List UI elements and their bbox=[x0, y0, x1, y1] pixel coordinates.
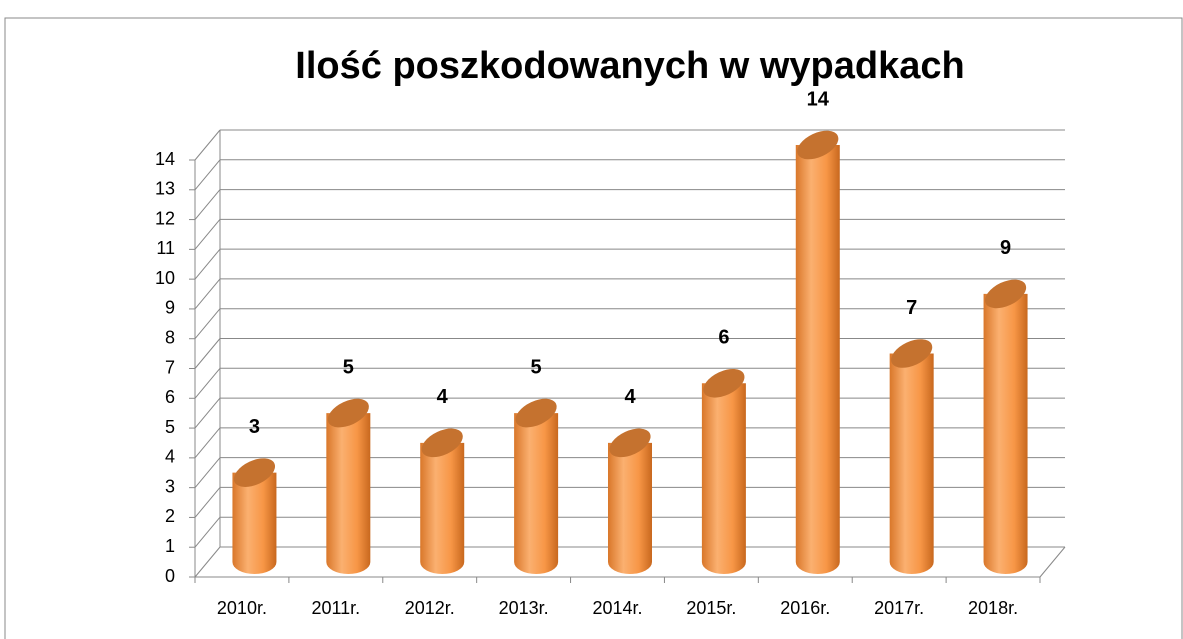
bar bbox=[795, 130, 840, 574]
value-label: 3 bbox=[249, 416, 260, 438]
y-tick-label: 7 bbox=[165, 357, 175, 377]
cylinder-body bbox=[514, 413, 559, 574]
cylinder-top bbox=[797, 130, 839, 160]
x-tick-label: 2012r. bbox=[405, 598, 455, 618]
bar bbox=[608, 428, 652, 574]
value-label: 9 bbox=[1000, 237, 1011, 259]
cylinder-top bbox=[233, 458, 276, 487]
cylinder-top bbox=[421, 428, 463, 458]
grid-line bbox=[194, 248, 221, 280]
y-tick-label: 5 bbox=[165, 417, 175, 437]
bar bbox=[983, 279, 1028, 574]
value-label: 6 bbox=[718, 327, 729, 349]
y-tick-label: 4 bbox=[165, 447, 175, 467]
cylinder-body bbox=[420, 442, 465, 574]
cylinder-top bbox=[609, 428, 651, 458]
grid-line bbox=[194, 397, 221, 429]
bar bbox=[889, 339, 934, 574]
cylinder-body bbox=[232, 472, 277, 574]
grid-line bbox=[194, 278, 221, 310]
grid-line bbox=[194, 487, 221, 518]
x-tick-label: 2015r. bbox=[686, 598, 736, 618]
chart-title: Ilość poszkodowanych w wypadkach bbox=[295, 45, 964, 87]
y-tick-label: 11 bbox=[156, 238, 175, 258]
grid-line bbox=[194, 338, 221, 369]
y-tick-label: 10 bbox=[155, 268, 175, 288]
grid-line bbox=[194, 159, 221, 191]
cylinder-body bbox=[326, 413, 371, 574]
grid-line bbox=[194, 457, 221, 488]
y-tick-label: 9 bbox=[165, 298, 175, 318]
value-label: 4 bbox=[437, 386, 449, 408]
x-tick-label: 2013r. bbox=[499, 598, 549, 618]
grid-line bbox=[194, 129, 221, 161]
grid-line bbox=[194, 219, 221, 250]
value-label: 5 bbox=[343, 356, 354, 378]
y-tick-label: 14 bbox=[155, 149, 175, 169]
y-tick-label: 6 bbox=[165, 387, 175, 407]
y-tick-label: 8 bbox=[165, 327, 175, 347]
grid-line bbox=[194, 516, 221, 548]
bar bbox=[420, 428, 465, 574]
cylinder-body bbox=[795, 145, 840, 574]
x-tick-label: 2014r. bbox=[592, 598, 642, 618]
bar bbox=[701, 368, 746, 574]
y-tick-label: 13 bbox=[155, 179, 175, 199]
cylinder-body bbox=[608, 442, 652, 574]
grid-line bbox=[194, 367, 221, 399]
grid-line bbox=[194, 308, 221, 340]
bar bbox=[232, 458, 277, 574]
cylinder-body bbox=[983, 293, 1028, 574]
grid-line bbox=[194, 546, 221, 578]
x-tick-label: 2016r. bbox=[780, 598, 830, 618]
x-tick-label: 2017r. bbox=[874, 598, 924, 618]
x-tick-label: 2011r. bbox=[311, 598, 360, 618]
y-tick-label: 12 bbox=[155, 208, 175, 228]
cylinder-body bbox=[889, 353, 934, 574]
chart-border bbox=[4, 17, 1183, 639]
floor-edge bbox=[1039, 546, 1066, 578]
x-tick-label: 2018r. bbox=[968, 598, 1018, 618]
value-label: 7 bbox=[906, 297, 917, 319]
y-tick-label: 1 bbox=[165, 536, 175, 556]
cylinder-top bbox=[515, 398, 557, 428]
value-label: 4 bbox=[624, 386, 636, 408]
y-tick-label: 2 bbox=[165, 506, 175, 526]
grid-line bbox=[194, 189, 221, 220]
cylinder-top bbox=[891, 339, 933, 368]
value-label: 5 bbox=[531, 356, 542, 378]
cylinder-body bbox=[701, 383, 746, 574]
value-label: 14 bbox=[807, 88, 830, 110]
grid-line bbox=[194, 427, 221, 459]
cylinder-top bbox=[984, 279, 1027, 309]
y-tick-label: 3 bbox=[165, 476, 175, 496]
x-tick-label: 2010r. bbox=[217, 598, 267, 618]
bar bbox=[514, 398, 559, 574]
cylinder-top bbox=[327, 398, 369, 428]
bar bbox=[326, 398, 371, 574]
cylinder-top bbox=[703, 368, 745, 398]
y-tick-label: 0 bbox=[165, 566, 175, 586]
